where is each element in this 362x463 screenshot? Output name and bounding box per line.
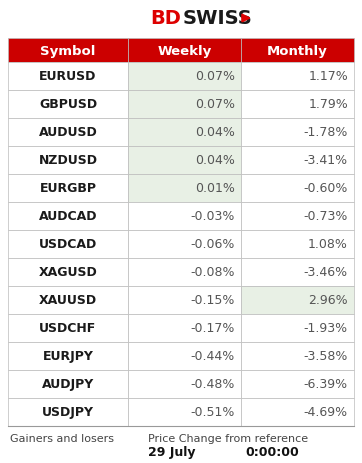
Bar xyxy=(241,342,354,370)
Bar xyxy=(128,63,241,91)
Bar xyxy=(8,231,128,258)
Bar xyxy=(8,175,128,203)
Bar xyxy=(8,258,128,287)
Text: NZDUSD: NZDUSD xyxy=(38,154,97,167)
Text: AUDUSD: AUDUSD xyxy=(39,126,97,139)
Bar xyxy=(8,63,128,91)
Text: Monthly: Monthly xyxy=(267,44,328,57)
Text: -6.39%: -6.39% xyxy=(304,378,348,391)
Text: 0.04%: 0.04% xyxy=(195,126,235,139)
Text: 0.07%: 0.07% xyxy=(195,70,235,83)
Bar xyxy=(128,119,241,147)
Text: EURUSD: EURUSD xyxy=(39,70,97,83)
Bar xyxy=(128,370,241,398)
Bar xyxy=(128,398,241,426)
Text: 1.17%: 1.17% xyxy=(308,70,348,83)
Text: -0.73%: -0.73% xyxy=(304,210,348,223)
Text: -3.46%: -3.46% xyxy=(304,266,348,279)
Bar xyxy=(8,203,128,231)
Bar xyxy=(8,91,128,119)
Text: USDCHF: USDCHF xyxy=(39,322,97,335)
Text: Gainers and losers: Gainers and losers xyxy=(10,433,114,443)
Text: 0.07%: 0.07% xyxy=(195,98,235,111)
Bar xyxy=(241,370,354,398)
Text: 0.04%: 0.04% xyxy=(195,154,235,167)
Bar xyxy=(241,314,354,342)
Text: AUDCAD: AUDCAD xyxy=(39,210,97,223)
Text: 29 July: 29 July xyxy=(148,445,195,458)
Bar xyxy=(128,314,241,342)
Text: -0.51%: -0.51% xyxy=(191,406,235,419)
Bar xyxy=(8,287,128,314)
Bar xyxy=(241,147,354,175)
Text: XAUUSD: XAUUSD xyxy=(39,294,97,307)
Bar xyxy=(128,231,241,258)
Text: EURGBP: EURGBP xyxy=(39,182,97,195)
Bar xyxy=(241,203,354,231)
Text: 2.96%: 2.96% xyxy=(308,294,348,307)
Bar xyxy=(128,39,241,63)
Bar xyxy=(8,147,128,175)
Bar xyxy=(8,370,128,398)
Text: XAGUSD: XAGUSD xyxy=(39,266,97,279)
Text: 1.79%: 1.79% xyxy=(308,98,348,111)
Bar xyxy=(128,203,241,231)
Text: Price Change from reference: Price Change from reference xyxy=(148,433,308,443)
Bar xyxy=(241,287,354,314)
Text: -3.41%: -3.41% xyxy=(304,154,348,167)
Text: -1.93%: -1.93% xyxy=(304,322,348,335)
Text: -0.44%: -0.44% xyxy=(191,350,235,363)
Bar xyxy=(8,119,128,147)
Bar xyxy=(128,258,241,287)
Bar xyxy=(128,175,241,203)
Text: -0.60%: -0.60% xyxy=(304,182,348,195)
Text: BD: BD xyxy=(150,9,181,28)
Text: -0.03%: -0.03% xyxy=(191,210,235,223)
Text: AUDJPY: AUDJPY xyxy=(42,378,94,391)
Bar xyxy=(241,175,354,203)
Bar xyxy=(8,342,128,370)
Text: -3.58%: -3.58% xyxy=(304,350,348,363)
Text: SWISS: SWISS xyxy=(183,9,253,28)
Bar xyxy=(241,119,354,147)
Text: -0.17%: -0.17% xyxy=(191,322,235,335)
Text: Symbol: Symbol xyxy=(40,44,96,57)
Text: Weekly: Weekly xyxy=(157,44,212,57)
Bar xyxy=(8,398,128,426)
Text: USDCAD: USDCAD xyxy=(39,238,97,251)
Bar xyxy=(241,258,354,287)
Text: 1.08%: 1.08% xyxy=(308,238,348,251)
Bar xyxy=(241,39,354,63)
Bar xyxy=(128,91,241,119)
Text: 0:00:00: 0:00:00 xyxy=(245,445,299,458)
Bar xyxy=(128,342,241,370)
Text: -4.69%: -4.69% xyxy=(304,406,348,419)
Bar xyxy=(241,231,354,258)
Text: -0.48%: -0.48% xyxy=(191,378,235,391)
Text: GBPUSD: GBPUSD xyxy=(39,98,97,111)
Bar xyxy=(8,39,128,63)
Text: 0.01%: 0.01% xyxy=(195,182,235,195)
Text: USDJPY: USDJPY xyxy=(42,406,94,419)
Text: -1.78%: -1.78% xyxy=(304,126,348,139)
Bar xyxy=(241,398,354,426)
Text: -0.15%: -0.15% xyxy=(191,294,235,307)
Text: EURJPY: EURJPY xyxy=(43,350,93,363)
Bar xyxy=(241,63,354,91)
Text: -0.06%: -0.06% xyxy=(191,238,235,251)
Bar xyxy=(241,91,354,119)
Bar xyxy=(8,314,128,342)
Bar xyxy=(128,147,241,175)
Bar xyxy=(128,287,241,314)
Text: -0.08%: -0.08% xyxy=(190,266,235,279)
